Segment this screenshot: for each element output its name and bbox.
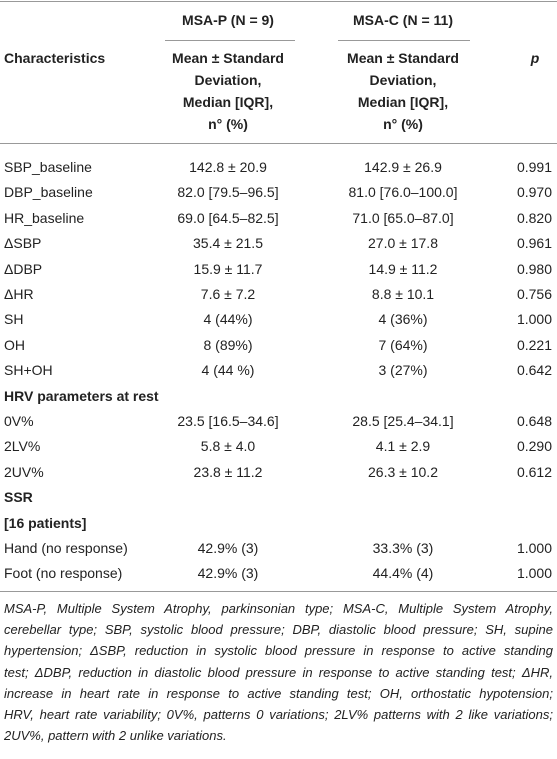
cell: 71.0 [65.0–87.0] (352, 209, 454, 226)
cell: 5.8 ± 4.0 (200, 438, 256, 455)
cell: 0.642 (516, 362, 552, 379)
cell: 27.0 ± 17.8 (368, 235, 438, 252)
cell: 4.1 ± 2.9 (375, 438, 431, 455)
cell: 0.980 (516, 260, 552, 277)
cell: 1.000 (516, 311, 552, 328)
footnote-rule (0, 591, 557, 592)
cell: 69.0 [64.5–82.5] (177, 209, 279, 226)
column-subheader: n° (%) (383, 116, 423, 132)
cell: 4 (44%) (203, 311, 253, 328)
row-label: ΔHR (4, 286, 34, 302)
footnote-line: increase in heart rate in response to ac… (4, 685, 553, 701)
cell: 44.4% (4) (372, 565, 434, 582)
cell: 3 (27%) (378, 362, 428, 379)
section-label: SSR (4, 489, 33, 506)
cell: 0.820 (516, 209, 552, 226)
column-subheader: Median [IQR], (182, 94, 274, 110)
section-label: [16 patients] (4, 514, 87, 531)
cell: 0.991 (516, 159, 552, 175)
top-rule (0, 1, 557, 2)
footnote-line: MSA-P, Multiple System Atrophy, parkinso… (4, 601, 553, 616)
cell: 23.8 ± 11.2 (193, 463, 263, 480)
row-label: OH (4, 336, 25, 353)
footnote-line: test; ΔDBP, reduction in diastolic blood… (4, 664, 553, 680)
group-header: MSA-P (N = 9) (182, 12, 274, 28)
cell: 7.6 ± 7.2 (200, 286, 256, 302)
cell: 35.4 ± 21.5 (193, 235, 263, 252)
cell: 142.9 ± 26.9 (364, 159, 442, 175)
cell: 15.9 ± 11.7 (193, 260, 263, 277)
cell: 7 (64%) (378, 336, 428, 353)
row-label: SH+OH (4, 362, 53, 379)
cell: 1.000 (516, 565, 552, 582)
row-label: Hand (no response) (4, 540, 128, 556)
group-rule (338, 40, 470, 41)
cell: 42.9% (3) (197, 540, 259, 556)
cell: 82.0 [79.5–96.5] (177, 184, 279, 201)
row-label: Foot (no response) (4, 565, 123, 582)
header-rule (0, 143, 557, 144)
row-label: 2LV% (4, 438, 41, 455)
cell: 0.648 (516, 413, 552, 429)
row-label: SH (4, 311, 24, 328)
column-subheader: n° (%) (208, 116, 248, 132)
group-rule (165, 40, 295, 41)
cell: 14.9 ± 11.2 (368, 260, 438, 277)
column-subheader: Mean ± Standard (172, 50, 284, 66)
cell: 81.0 [76.0–100.0] (348, 184, 458, 201)
footnote-line: 2UV%, pattern with 2 unlike variations. (4, 728, 227, 744)
section-label: HRV parameters at rest (4, 387, 159, 404)
cell: 23.5 [16.5–34.6] (177, 413, 279, 429)
cell: 8 (89%) (203, 336, 253, 353)
group-header: MSA-C (N = 11) (353, 12, 453, 28)
cell: 0.756 (516, 286, 552, 302)
cell: 0.221 (516, 336, 552, 353)
cell: 42.9% (3) (197, 565, 259, 582)
footnote-line: hypertension; ΔSBP, reduction in systoli… (4, 643, 553, 659)
cell: 4 (36%) (378, 311, 428, 328)
cell: 4 (44 %) (201, 362, 255, 379)
cell: 1.000 (516, 540, 552, 556)
column-header: p (530, 50, 540, 66)
row-label: DBP_baseline (4, 184, 93, 201)
column-subheader: Mean ± Standard (347, 50, 459, 66)
cell: 8.8 ± 10.1 (371, 286, 435, 302)
cell: 28.5 [25.4–34.1] (352, 413, 454, 429)
footnote-line: HRV, heart rate variability; 0V%, patter… (4, 707, 553, 722)
cell: 26.3 ± 10.2 (368, 463, 438, 480)
column-subheader: Median [IQR], (357, 94, 449, 110)
row-label: 2UV% (4, 463, 44, 480)
row-label: SBP_baseline (4, 159, 92, 175)
column-header: Characteristics (4, 50, 106, 66)
cell: 0.612 (516, 463, 552, 480)
row-label: ΔSBP (4, 235, 42, 252)
cell: 0.290 (516, 438, 552, 455)
cell: 33.3% (3) (372, 540, 434, 556)
column-subheader: Deviation, (194, 72, 262, 88)
cell: 0.961 (516, 235, 552, 252)
column-subheader: Deviation, (369, 72, 437, 88)
row-label: 0V% (4, 413, 34, 429)
cell: 0.970 (516, 184, 552, 201)
cell: 142.8 ± 20.9 (189, 159, 267, 175)
row-label: ΔDBP (4, 260, 43, 277)
footnote-line: cerebellar type; SBP, systolic blood pre… (4, 622, 553, 638)
row-label: HR_baseline (4, 209, 85, 226)
